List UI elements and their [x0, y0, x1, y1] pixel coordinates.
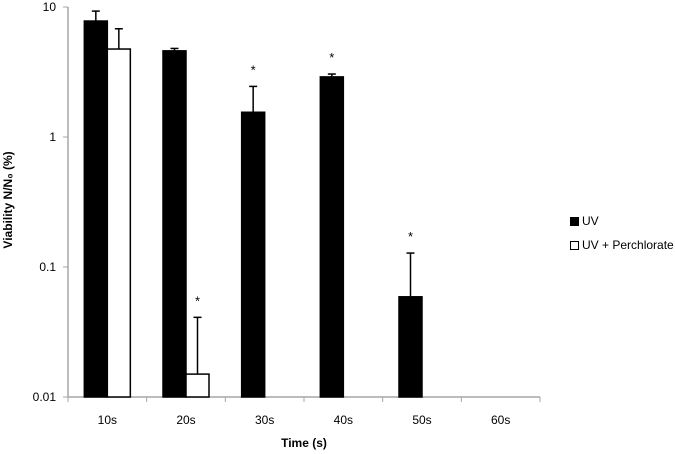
bar-uv-30s: [240, 111, 266, 398]
x-tick-label: 20s: [176, 413, 195, 427]
y-tick-label: 10: [43, 0, 57, 14]
legend-label-uv: UV: [582, 214, 599, 228]
bar-uv-40s: [319, 76, 345, 398]
y-tick-label: 1: [49, 130, 56, 144]
legend: UV UV + Perchlorate: [570, 209, 674, 257]
x-tick-label: 50s: [412, 413, 431, 427]
bar-uv-10s: [83, 20, 109, 398]
bar-uv-20s: [162, 50, 187, 398]
bar-uv-perchlorate-20s: [185, 373, 210, 398]
significance-asterisk: *: [195, 293, 200, 308]
error-bars: [91, 10, 415, 375]
legend-item-uv-perchlorate: UV + Perchlorate: [570, 233, 674, 257]
bar-uv-perchlorate-10s: [106, 48, 132, 398]
legend-swatch-uv-perchlorate: [570, 240, 579, 250]
y-tick-label: 0.01: [33, 390, 57, 404]
x-tick-label: 60s: [491, 413, 510, 427]
bar-uv-50s: [398, 296, 423, 398]
x-tick-label: 30s: [255, 413, 274, 427]
x-axis-title: Time (s): [281, 436, 327, 450]
y-tick-label: 0.1: [39, 260, 56, 274]
significance-asterisk: *: [251, 62, 256, 77]
significance-asterisk: *: [408, 229, 413, 244]
significance-asterisk: *: [329, 50, 334, 65]
y-axis: 0.01 0.1 1 10: [33, 0, 69, 404]
bars: [83, 20, 423, 398]
legend-label-uv-perchlorate: UV + Perchlorate: [582, 238, 674, 252]
legend-swatch-uv: [570, 216, 579, 226]
x-axis: 10s 20s 30s 40s 50s 60s: [67, 396, 541, 427]
x-tick-label: 40s: [334, 413, 353, 427]
y-axis-title: Viability N/N₀ (%): [1, 151, 15, 248]
x-tick-label: 10s: [98, 413, 117, 427]
significance-markers: * * * *: [195, 50, 413, 308]
legend-item-uv: UV: [570, 209, 674, 233]
